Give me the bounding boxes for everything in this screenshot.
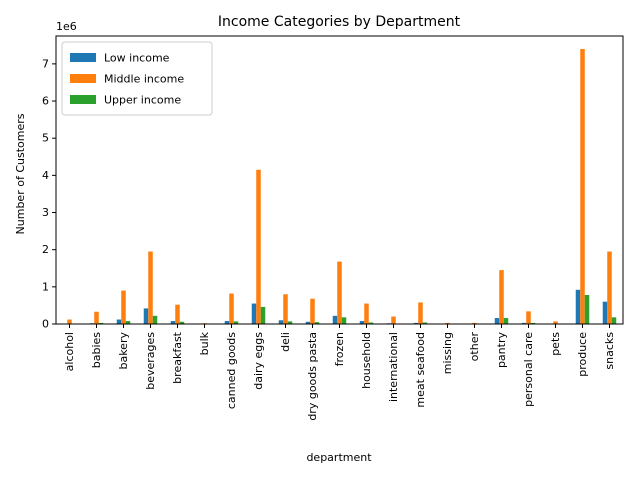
x-tick-label: pets	[549, 332, 562, 356]
x-tick-label: missing	[441, 332, 454, 374]
bar-middle-income-deli	[283, 294, 288, 324]
x-axis: alcohol babies bakery beverages breakfast bul…	[63, 324, 616, 421]
bar-low-income-dry-goods-pasta	[305, 321, 311, 324]
bar-upper-income-babies	[98, 322, 104, 324]
x-tick-label: beverages	[144, 332, 157, 390]
bar-low-income-canned-goods	[224, 321, 230, 324]
legend-swatch	[70, 95, 96, 104]
legend-label: Upper income	[104, 94, 181, 107]
bar-low-income-snacks	[602, 301, 608, 324]
bar-low-income-dairy-eggs	[251, 303, 257, 324]
bar-middle-income-other	[472, 322, 477, 324]
bar-upper-income-personal-care	[530, 322, 536, 324]
bar-middle-income-bakery	[121, 290, 126, 324]
y-tick-label: 0	[42, 318, 49, 331]
bar-low-income-household	[359, 321, 365, 324]
y-tick-label: 1	[42, 280, 49, 293]
x-tick-label: frozen	[333, 332, 346, 366]
bar-middle-income-pets	[553, 321, 558, 324]
y-tick-label: 3	[42, 206, 49, 219]
bar-low-income-breakfast	[170, 321, 176, 324]
bar-middle-income-alcohol	[67, 319, 72, 324]
legend-box	[61, 41, 213, 116]
bar-upper-income-deli	[287, 321, 293, 324]
bar-low-income-pantry	[494, 318, 500, 324]
x-axis-label: department	[306, 451, 372, 464]
y-tick-label: 6	[42, 95, 49, 108]
legend-label: Low income	[104, 52, 170, 65]
bar-upper-income-household	[368, 322, 374, 324]
bar-middle-income-produce	[580, 49, 585, 324]
y-tick-label: 5	[42, 132, 49, 145]
bar-middle-income-meat-seafood	[418, 302, 423, 324]
bars-layer	[62, 49, 617, 324]
x-tick-label: babies	[90, 332, 103, 369]
y-tick-label: 4	[42, 169, 49, 182]
bar-middle-income-household	[364, 303, 369, 324]
x-tick-label: meat seafood	[414, 332, 427, 408]
bar-middle-income-pantry	[499, 270, 504, 324]
bar-middle-income-breakfast	[175, 304, 180, 324]
bar-upper-income-snacks	[611, 317, 617, 324]
x-tick-label: dairy eggs	[252, 332, 265, 390]
bar-low-income-beverages	[143, 308, 149, 324]
bar-middle-income-frozen	[337, 261, 342, 324]
bar-middle-income-personal-care	[526, 311, 531, 324]
x-tick-label: personal care	[522, 332, 535, 407]
legend-swatch	[70, 53, 96, 62]
x-tick-label: produce	[576, 332, 589, 377]
legend-swatch	[70, 74, 96, 83]
bar-low-income-frozen	[332, 315, 338, 324]
bar-middle-income-babies	[94, 311, 99, 324]
x-tick-label: international	[387, 332, 400, 402]
bar-upper-income-beverages	[152, 315, 158, 324]
chart-title: Income Categories by Department	[218, 14, 461, 30]
x-tick-label: canned goods	[225, 332, 238, 409]
bar-low-income-bakery	[116, 319, 122, 324]
bar-middle-income-snacks	[607, 251, 612, 324]
x-tick-label: dry goods pasta	[306, 332, 319, 421]
legend-label: Middle income	[104, 73, 184, 86]
legend: Low income Middle income Upper income	[61, 41, 213, 116]
bar-upper-income-dairy-eggs	[260, 306, 266, 324]
x-tick-label: other	[468, 332, 481, 362]
bar-middle-income-missing	[445, 322, 450, 324]
y-axis: 0 1 2 3 4 5 6 7	[42, 57, 56, 331]
bar-upper-income-breakfast	[179, 321, 185, 324]
bar-upper-income-meat-seafood	[422, 322, 428, 324]
bar-low-income-meat-seafood	[413, 322, 419, 324]
bar-upper-income-pantry	[503, 318, 509, 324]
x-tick-label: bakery	[117, 332, 130, 370]
bar-low-income-produce	[575, 289, 581, 324]
x-tick-label: deli	[279, 332, 292, 352]
x-tick-label: bulk	[198, 331, 211, 355]
x-tick-label: snacks	[603, 332, 616, 370]
bar-upper-income-dry-goods-pasta	[314, 322, 320, 324]
bar-middle-income-international	[391, 316, 396, 324]
y-axis-label: Number of Customers	[14, 113, 27, 234]
bar-middle-income-dairy-eggs	[256, 169, 261, 324]
bar-low-income-deli	[278, 320, 284, 324]
bar-upper-income-produce	[584, 295, 590, 324]
x-tick-label: alcohol	[63, 332, 76, 371]
bar-upper-income-bakery	[125, 321, 131, 324]
y-tick-label: 7	[42, 57, 49, 70]
bar-low-income-personal-care	[521, 322, 527, 324]
plot-frame	[55, 35, 624, 325]
bar-middle-income-canned-goods	[229, 293, 234, 324]
y-offset-label: 1e6	[56, 20, 77, 33]
bar-middle-income-beverages	[148, 251, 153, 324]
x-tick-label: pantry	[495, 332, 508, 369]
y-tick-label: 2	[42, 243, 49, 256]
x-tick-label: breakfast	[171, 331, 184, 383]
bar-upper-income-frozen	[341, 317, 347, 324]
bar-upper-income-canned-goods	[233, 321, 239, 324]
bar-middle-income-dry-goods-pasta	[310, 298, 315, 324]
x-tick-label: household	[360, 332, 373, 389]
